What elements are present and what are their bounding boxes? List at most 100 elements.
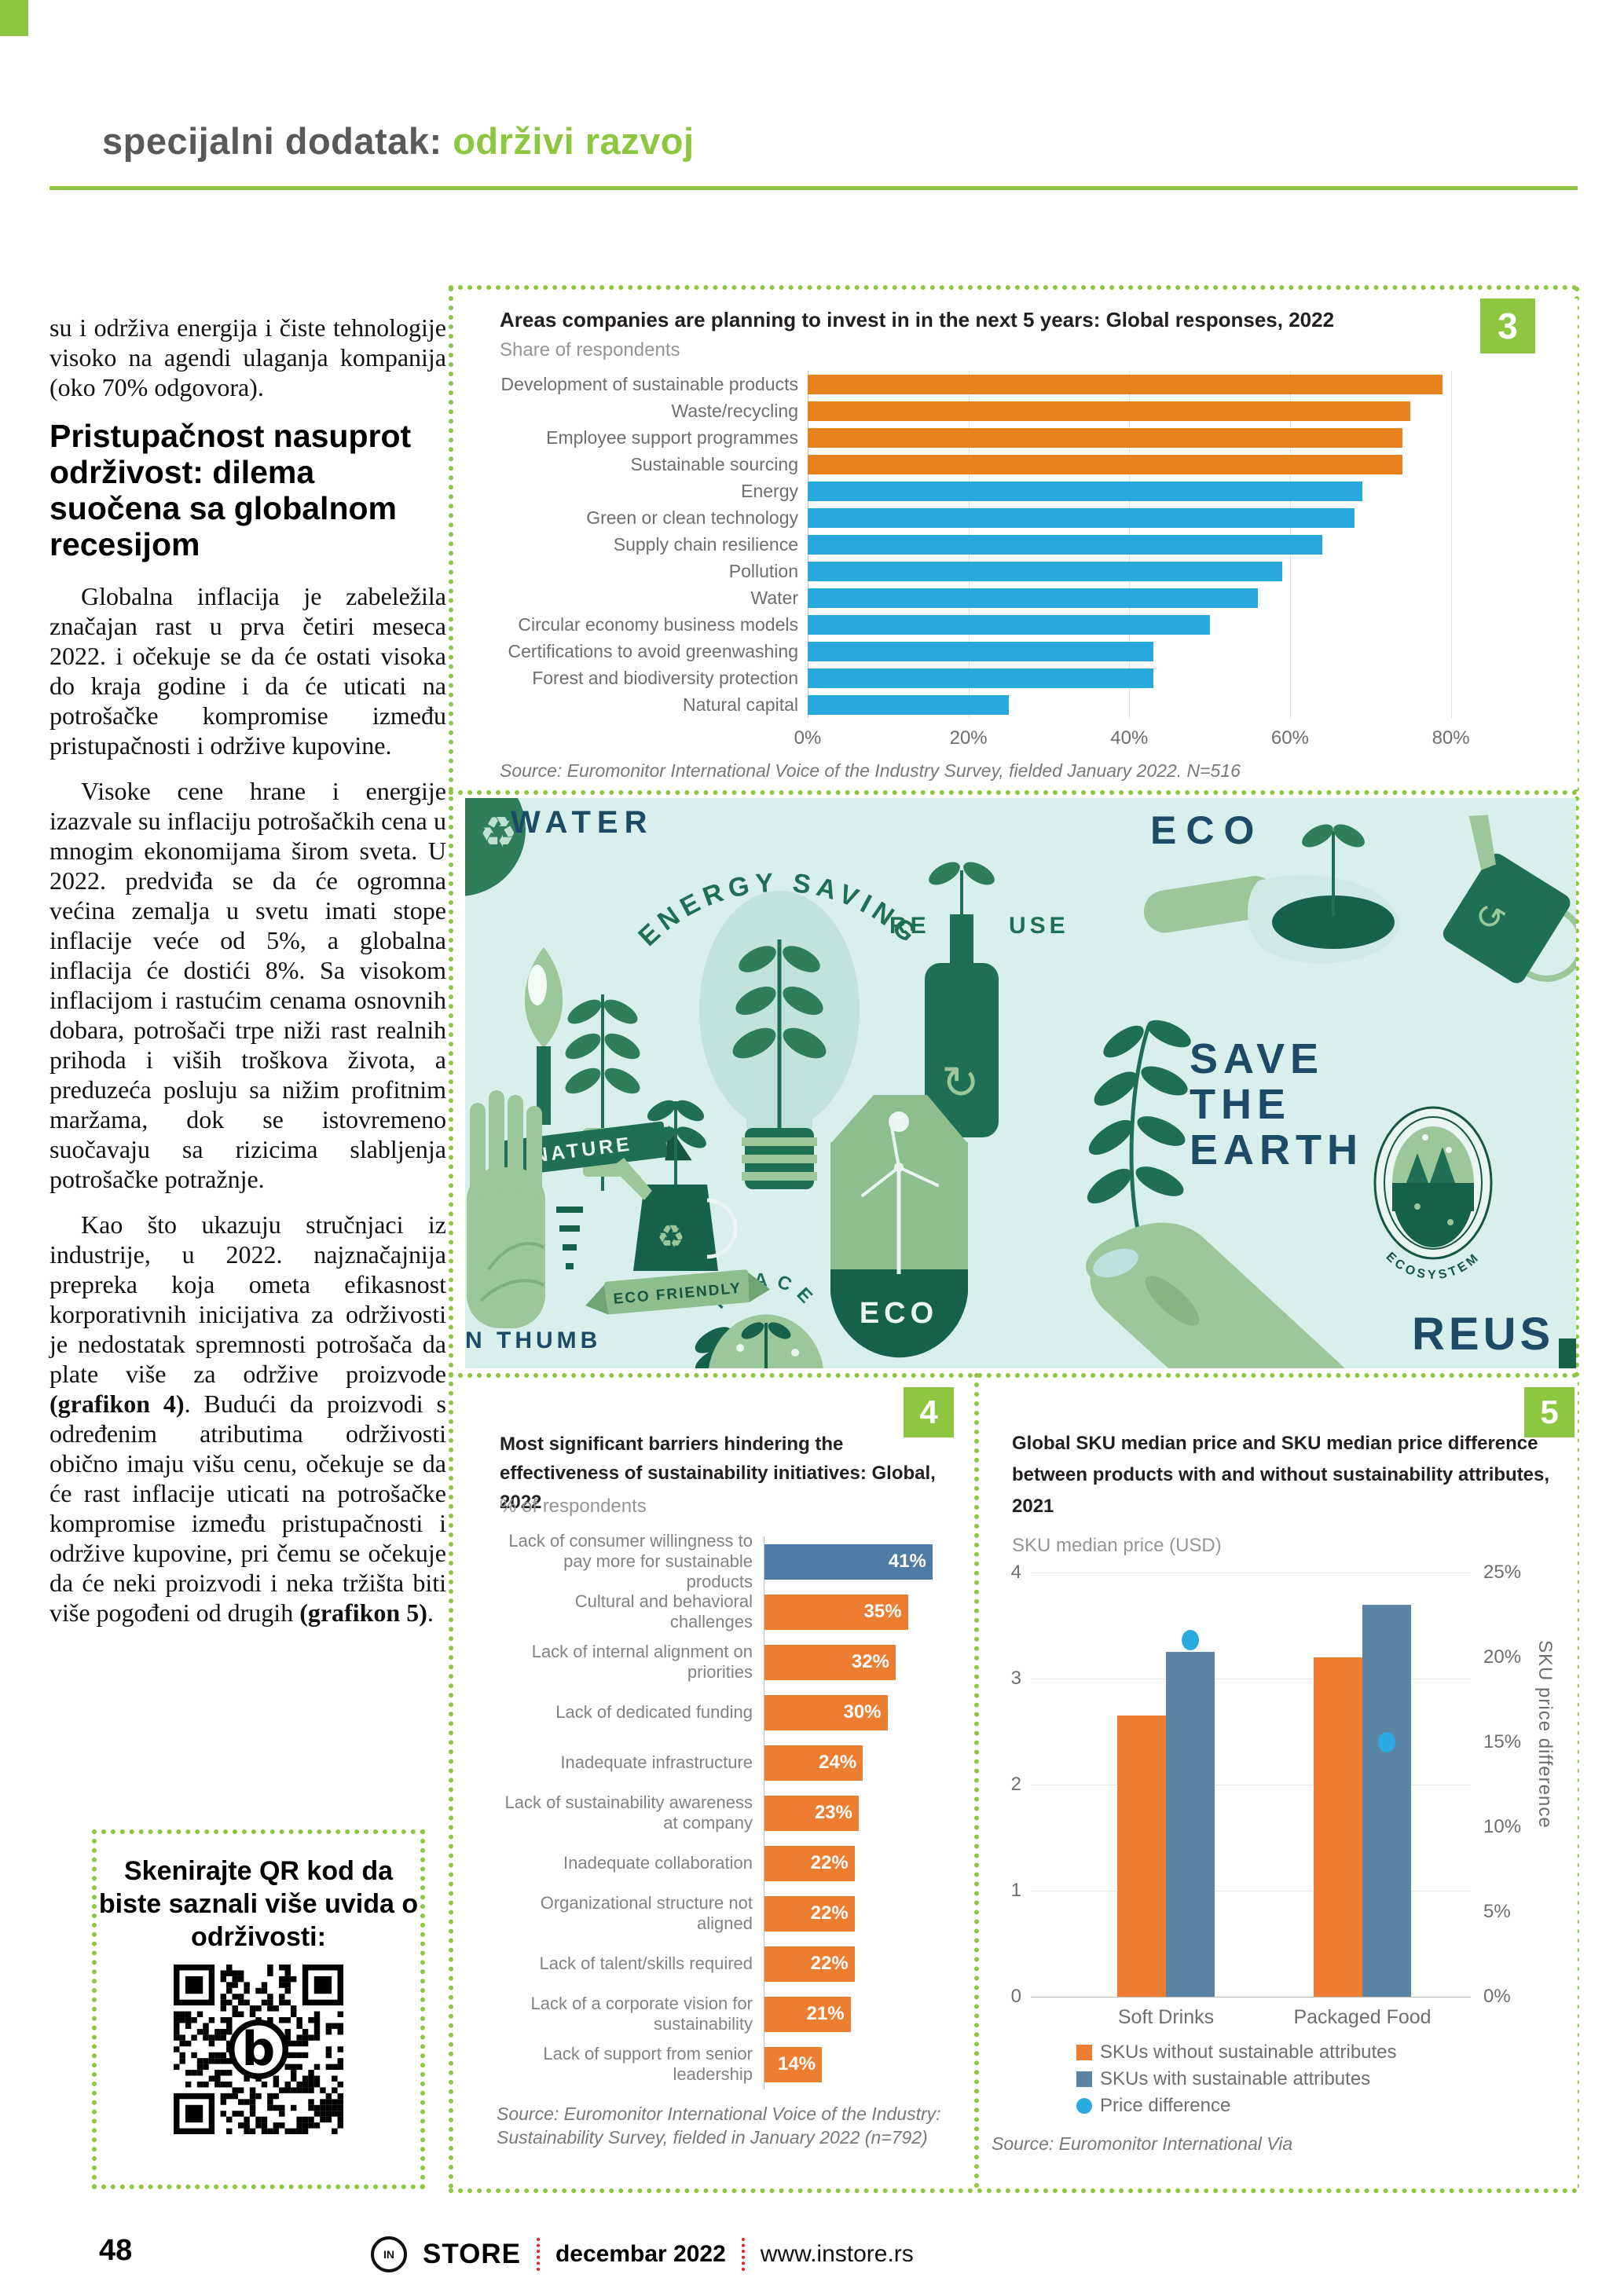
bulb-stripe (742, 1137, 817, 1146)
chart5-bar (1314, 1657, 1362, 1997)
article-paragraph: su i održiva energija i čiste tehnologij… (49, 313, 446, 401)
right-axis-tick: 15% (1483, 1731, 1522, 1752)
chart4-bar-row: Cultural and behavioral challenges 35% (500, 1587, 963, 1637)
chart3-bar-track (808, 478, 1499, 504)
legend-label: SKUs with sustainable attributes (1100, 2068, 1371, 2089)
left-axis-tick: 3 (1010, 1668, 1021, 1689)
chart5-legend-item: Price difference (1076, 2093, 1397, 2119)
chart5-source: Source: Euromonitor International Via (992, 2133, 1293, 2154)
left-axis-tick: 4 (1010, 1562, 1021, 1583)
chart4-bar-row: Lack of consumer willingness to pay more… (500, 1531, 963, 1591)
right-axis-tick: 25% (1483, 1562, 1522, 1583)
chart3-bar (808, 374, 1443, 394)
dotted-frame-top (449, 285, 1578, 290)
chart4-value-label: 14% (777, 2053, 816, 2074)
chart3-number-badge: 3 (1480, 298, 1535, 353)
legend-square-icon (1076, 2071, 1092, 2087)
save-line2: THE (1190, 1081, 1291, 1128)
eco-top-label: ECO (1150, 808, 1263, 852)
chart3-bar-track (808, 638, 1499, 665)
chart3-bar-row: Green or clean technology (500, 504, 1499, 531)
footer-date: decembar 2022 (555, 2241, 726, 2267)
article-column: su i održiva energija i čiste tehnologij… (49, 313, 446, 1643)
chart3-bar (808, 641, 1153, 661)
chart-sustainability-barriers: 4 Most significant barriers hindering th… (489, 1381, 974, 2188)
p4-text: . Budući da proizvodi s određenim atribu… (49, 1390, 446, 1627)
chart3-bar-row: Sustainable sourcing (500, 451, 1499, 478)
eco-illustration: ♻ WATER ENERGY SAVING RE USE ↻ (465, 798, 1576, 1368)
chart4-bar: 32% (764, 1644, 896, 1680)
chart4-bar: 21% (764, 1996, 851, 2032)
right-axis-tick: 10% (1483, 1816, 1522, 1837)
chart4-value-label: 24% (819, 1752, 857, 1773)
chart4-bar-row: Lack of sustainability awareness at comp… (500, 1788, 963, 1838)
chart4-bar-row: Lack of internal alignment on priorities… (500, 1637, 963, 1687)
footer-separator (536, 2238, 540, 2271)
right-axis-tick: 5% (1483, 1901, 1511, 1922)
chart3-bar (808, 534, 1322, 555)
chart3-category-label: Certifications to avoid greenwashing (508, 640, 798, 661)
dotted-divider-vertical (974, 1373, 979, 2188)
left-axis-tick: 2 (1010, 1774, 1021, 1795)
chart4-bar-row: Lack of dedicated funding 30% (500, 1687, 963, 1738)
chart5-x-label: Soft Drinks (1117, 2006, 1215, 2028)
chart4-bar-track: 23% (764, 1788, 953, 1838)
chart4-bar-track: 30% (764, 1687, 953, 1738)
left-axis-tick: 1 (1010, 1880, 1021, 1901)
chart4-bar: 35% (764, 1594, 908, 1630)
chart3-bar-row: Certifications to avoid greenwashing (500, 638, 1499, 665)
chart3-bar-row: Water (500, 584, 1499, 611)
left-axis-tick: 0 (1010, 1986, 1021, 2007)
chart4-bar-row: Lack of support from senior leadership 14… (500, 2039, 963, 2089)
chart5-bar (1117, 1716, 1166, 1997)
chart3-category-label: Waste/recycling (671, 400, 798, 421)
right-axis-tick: 0% (1483, 1986, 1511, 2007)
dotted-frame-right (1575, 287, 1579, 2190)
chart4-bar-track: 41% (764, 1536, 953, 1587)
chart4-bar-row: Lack of a corporate vision for sustainab… (500, 1989, 963, 2039)
hand-holding-plant-icon (1086, 1222, 1345, 1368)
chart4-bar: 24% (764, 1745, 863, 1781)
chart5-bar (1362, 1604, 1411, 1997)
eco-wind-tag: ECO (830, 1095, 968, 1358)
bottle-recycle-icon: ↻ (941, 1057, 980, 1108)
save-line3: EARTH (1190, 1126, 1363, 1174)
chart3-category-label: Energy (741, 480, 798, 501)
chart4-category-label: Lack of dedicated funding (555, 1702, 753, 1722)
chart4-bar-row: Lack of talent/skills required 22% (500, 1939, 963, 1989)
qr-text-line1: Skenirajte QR kod da (124, 1856, 393, 1886)
gridline (1031, 1997, 1471, 1998)
palm-hand-icon (467, 1090, 583, 1328)
corner-accent-square (0, 0, 28, 36)
footer-website: www.instore.rs (760, 2241, 914, 2267)
dotted-frame-bottom (449, 2188, 1578, 2193)
article-paragraph: Globalna inflacija je zabeležila značaja… (49, 582, 446, 760)
legend-label: SKUs without sustainable attributes (1100, 2041, 1397, 2063)
chart5-right-axis-label: SKU price difference (1534, 1640, 1556, 1829)
page-title: specijalni dodatak: održivi razvoj (102, 119, 695, 163)
chart5-bar (1166, 1652, 1215, 1997)
chart3-source: Source: Euromonitor International Voice … (500, 760, 1241, 781)
chart4-category-label: Inadequate collaboration (563, 1853, 753, 1873)
chart3-bar (808, 507, 1355, 528)
chart4-bar-track: 22% (764, 1838, 953, 1888)
watering-can-top-icon: ↺ (1443, 815, 1576, 983)
chart4-bar: 14% (764, 2046, 823, 2082)
chart4-bar-track: 22% (764, 1939, 953, 1989)
chart3-bar-track (808, 691, 1499, 718)
article-paragraph: Kao što ukazuju stručnjaci iz industrije… (49, 1210, 446, 1628)
trowel-handle (537, 1046, 551, 1125)
chart4-bar-track: 35% (764, 1587, 953, 1637)
chart5-price-difference-dot (1182, 1630, 1199, 1651)
qr-text-line2: biste saznali više uvida o (98, 1889, 419, 1919)
ecosystem-badge: ECOSYSTEM (1373, 1106, 1493, 1282)
chart4-bar-row: Inadequate infrastructure 24% (500, 1738, 963, 1788)
chart4-number-badge: 4 (904, 1387, 954, 1437)
chart4-category-label: Lack of a corporate vision for sustainab… (530, 1994, 753, 2034)
x-tick-label: 60% (1270, 727, 1309, 749)
chart4-value-label: 41% (888, 1551, 926, 1572)
instore-logo-icon: IN (371, 2236, 407, 2272)
chart3-category-label: Forest and biodiversity protection (532, 667, 798, 688)
chart4-bar-track: 21% (764, 1989, 953, 2039)
